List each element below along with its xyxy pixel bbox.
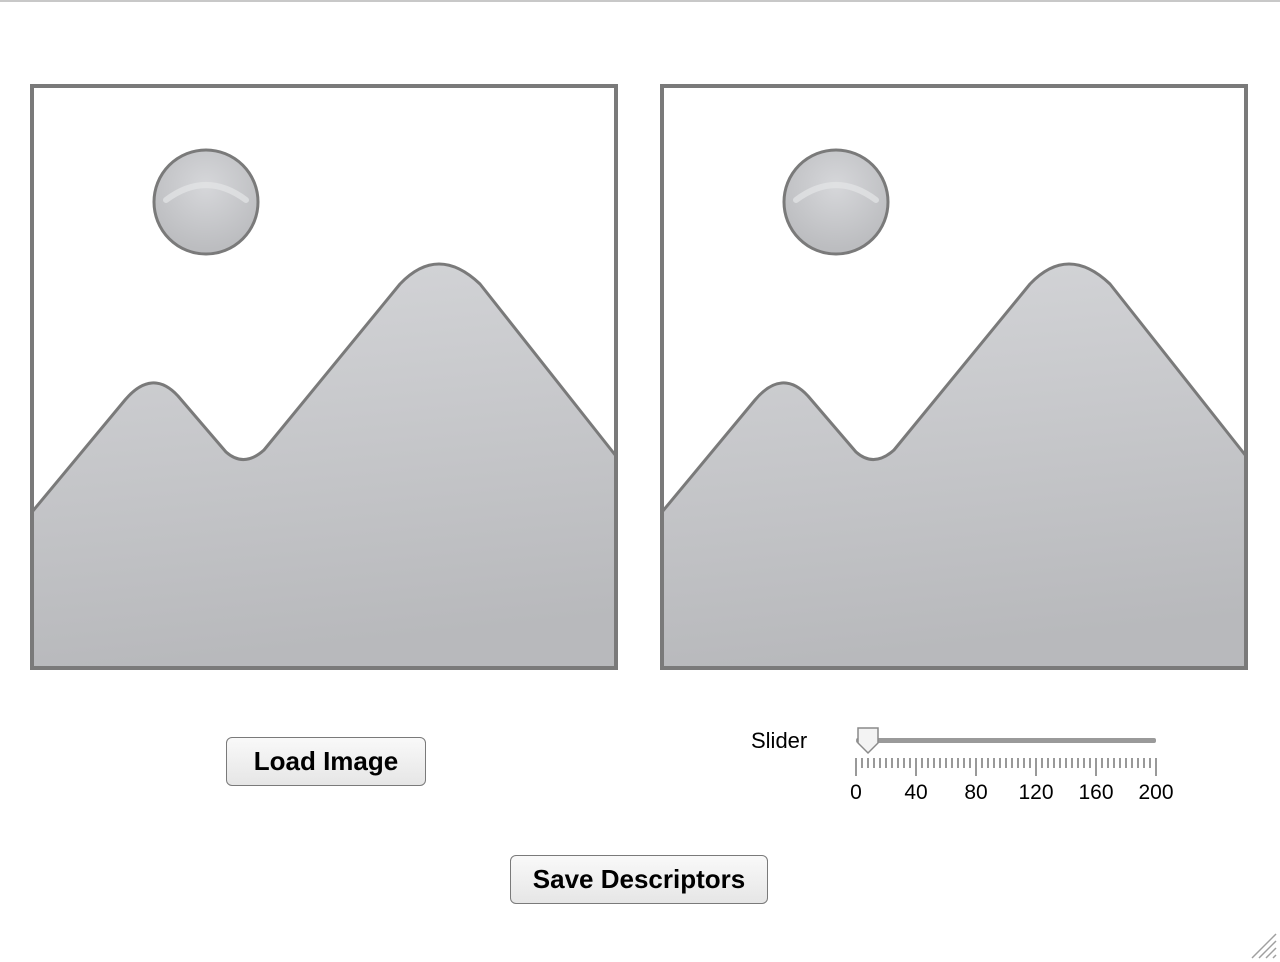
slider-tick-label: 0 [850, 781, 862, 804]
slider-tick-label: 40 [904, 781, 927, 804]
image-placeholder-icon [660, 84, 1248, 670]
load-image-button[interactable]: Load Image [226, 737, 426, 786]
slider-track[interactable] [856, 738, 1156, 743]
window-top-border [0, 0, 1280, 2]
slider-tick-label: 200 [1138, 781, 1173, 804]
slider-ticks [855, 758, 1157, 776]
left-image-view [30, 84, 618, 670]
save-descriptors-button[interactable]: Save Descriptors [510, 855, 768, 904]
slider-tick-labels: 0 40 80 120 160 200 [850, 781, 1173, 804]
slider-label: Slider [751, 728, 808, 753]
resize-grip-icon[interactable] [1250, 932, 1278, 960]
slider-thumb[interactable] [857, 727, 879, 755]
slider-tick-label: 120 [1018, 781, 1053, 804]
slider-tick-label: 160 [1078, 781, 1113, 804]
right-image-view [660, 84, 1248, 670]
slider[interactable]: 0 40 80 120 160 200 [840, 722, 1200, 812]
slider-tick-label: 80 [964, 781, 987, 804]
image-placeholder-icon [30, 84, 618, 670]
